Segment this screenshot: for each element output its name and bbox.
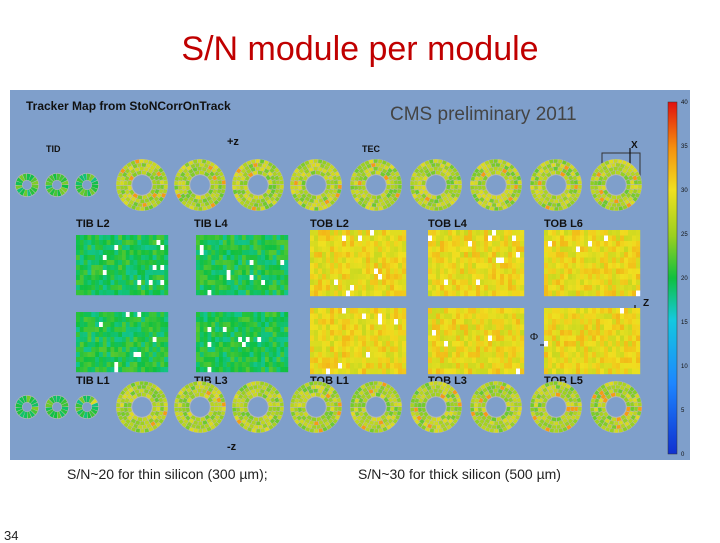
colorbar-tick-label: 10 bbox=[681, 364, 688, 370]
label-axis-z: Z bbox=[643, 298, 649, 309]
tec-disk-bottom-1 bbox=[116, 381, 168, 433]
tec-disk-top-9 bbox=[590, 159, 642, 211]
layer-label-tib-l1: TIB L1 bbox=[76, 375, 110, 387]
slide-title: S/N module per module bbox=[181, 30, 539, 68]
tec-disk-top-2 bbox=[174, 159, 226, 211]
tec-disk-top-1 bbox=[116, 159, 168, 211]
tec-disk-bottom-9 bbox=[590, 381, 642, 433]
caption-thin-silicon: S/N~20 for thin silicon (300 µm); bbox=[67, 466, 268, 482]
layer-grid-tob-l5 bbox=[544, 308, 641, 375]
tec-disk-bottom-7 bbox=[470, 381, 522, 433]
layer-label-tob-l2: TOB L2 bbox=[310, 218, 349, 230]
layer-grid-tob-l1 bbox=[310, 308, 407, 375]
tec-disk-top-8 bbox=[530, 159, 582, 211]
colorbar-tick-label: 25 bbox=[681, 232, 688, 238]
tec-disk-bottom-8 bbox=[530, 381, 582, 433]
colorbar-tick-label: 5 bbox=[681, 408, 685, 414]
tid-disk-bottom-3 bbox=[75, 395, 99, 419]
colorbar-tick-label: 20 bbox=[681, 276, 688, 282]
tec-disk-bottom-3 bbox=[232, 381, 284, 433]
label-tec: TEC bbox=[362, 144, 381, 154]
tec-disk-top-6 bbox=[410, 159, 462, 211]
tracker-map-svg: Tracker Map from StoNCorrOnTrack CMS pre… bbox=[15, 99, 688, 458]
tec-disk-bottom-2 bbox=[174, 381, 226, 433]
tec-disk-top-4 bbox=[290, 159, 342, 211]
colorbar-tick-label: 40 bbox=[681, 100, 688, 106]
label-tid: TID bbox=[46, 144, 61, 154]
tec-disk-bottom-4 bbox=[290, 381, 342, 433]
map-watermark: CMS preliminary 2011 bbox=[390, 104, 577, 125]
label-minus-z: -z bbox=[227, 441, 237, 453]
layer-grid-tib-l4 bbox=[196, 235, 289, 296]
layer-label-tib-l4: TIB L4 bbox=[194, 218, 228, 230]
page-number: 34 bbox=[4, 528, 19, 543]
tid-disk-top-2 bbox=[45, 173, 69, 197]
label-phi: Φ bbox=[530, 331, 538, 343]
tid-disk-bottom-1 bbox=[15, 395, 39, 419]
label-plus-z: +z bbox=[227, 136, 239, 148]
label-axis-x: X bbox=[631, 140, 638, 151]
colorbar-tick-label: 35 bbox=[681, 144, 688, 150]
tracker-map-panel: Tracker Map from StoNCorrOnTrack CMS pre… bbox=[10, 90, 690, 460]
endcap-disk-rings bbox=[15, 159, 642, 433]
layer-grid-tob-l4 bbox=[428, 230, 525, 297]
layer-label-tob-l4: TOB L4 bbox=[428, 218, 468, 230]
tec-disk-bottom-6 bbox=[410, 381, 462, 433]
colorbar-tick-label: 30 bbox=[681, 188, 688, 194]
layer-label-tob-l6: TOB L6 bbox=[544, 218, 583, 230]
layer-grid-tib-l1 bbox=[76, 312, 169, 373]
colorbar-tick-label: 15 bbox=[681, 320, 688, 326]
tid-disk-top-3 bbox=[75, 173, 99, 197]
tec-disk-top-3 bbox=[232, 159, 284, 211]
layer-grid-tob-l6 bbox=[544, 230, 641, 297]
layer-grid-tib-l2 bbox=[76, 235, 169, 296]
caption-thick-silicon: S/N~30 for thick silicon (500 µm) bbox=[358, 466, 561, 482]
layer-grid-tib-l3 bbox=[196, 312, 289, 373]
tec-disk-bottom-5 bbox=[350, 381, 402, 433]
tid-disk-top-1 bbox=[15, 173, 39, 197]
layer-label-tib-l2: TIB L2 bbox=[76, 218, 110, 230]
layer-grid-tob-l3 bbox=[428, 308, 525, 375]
colorbar-tick-label: 0 bbox=[681, 452, 685, 458]
tec-disk-top-7 bbox=[470, 159, 522, 211]
colorbar: 0 5 10 15 20 25 30 35 40 bbox=[667, 100, 688, 458]
map-title: Tracker Map from StoNCorrOnTrack bbox=[26, 99, 231, 113]
tec-disk-top-5 bbox=[350, 159, 402, 211]
tid-disk-bottom-2 bbox=[45, 395, 69, 419]
barrel-layer-grids bbox=[76, 230, 641, 375]
layer-grid-tob-l2 bbox=[310, 230, 407, 297]
